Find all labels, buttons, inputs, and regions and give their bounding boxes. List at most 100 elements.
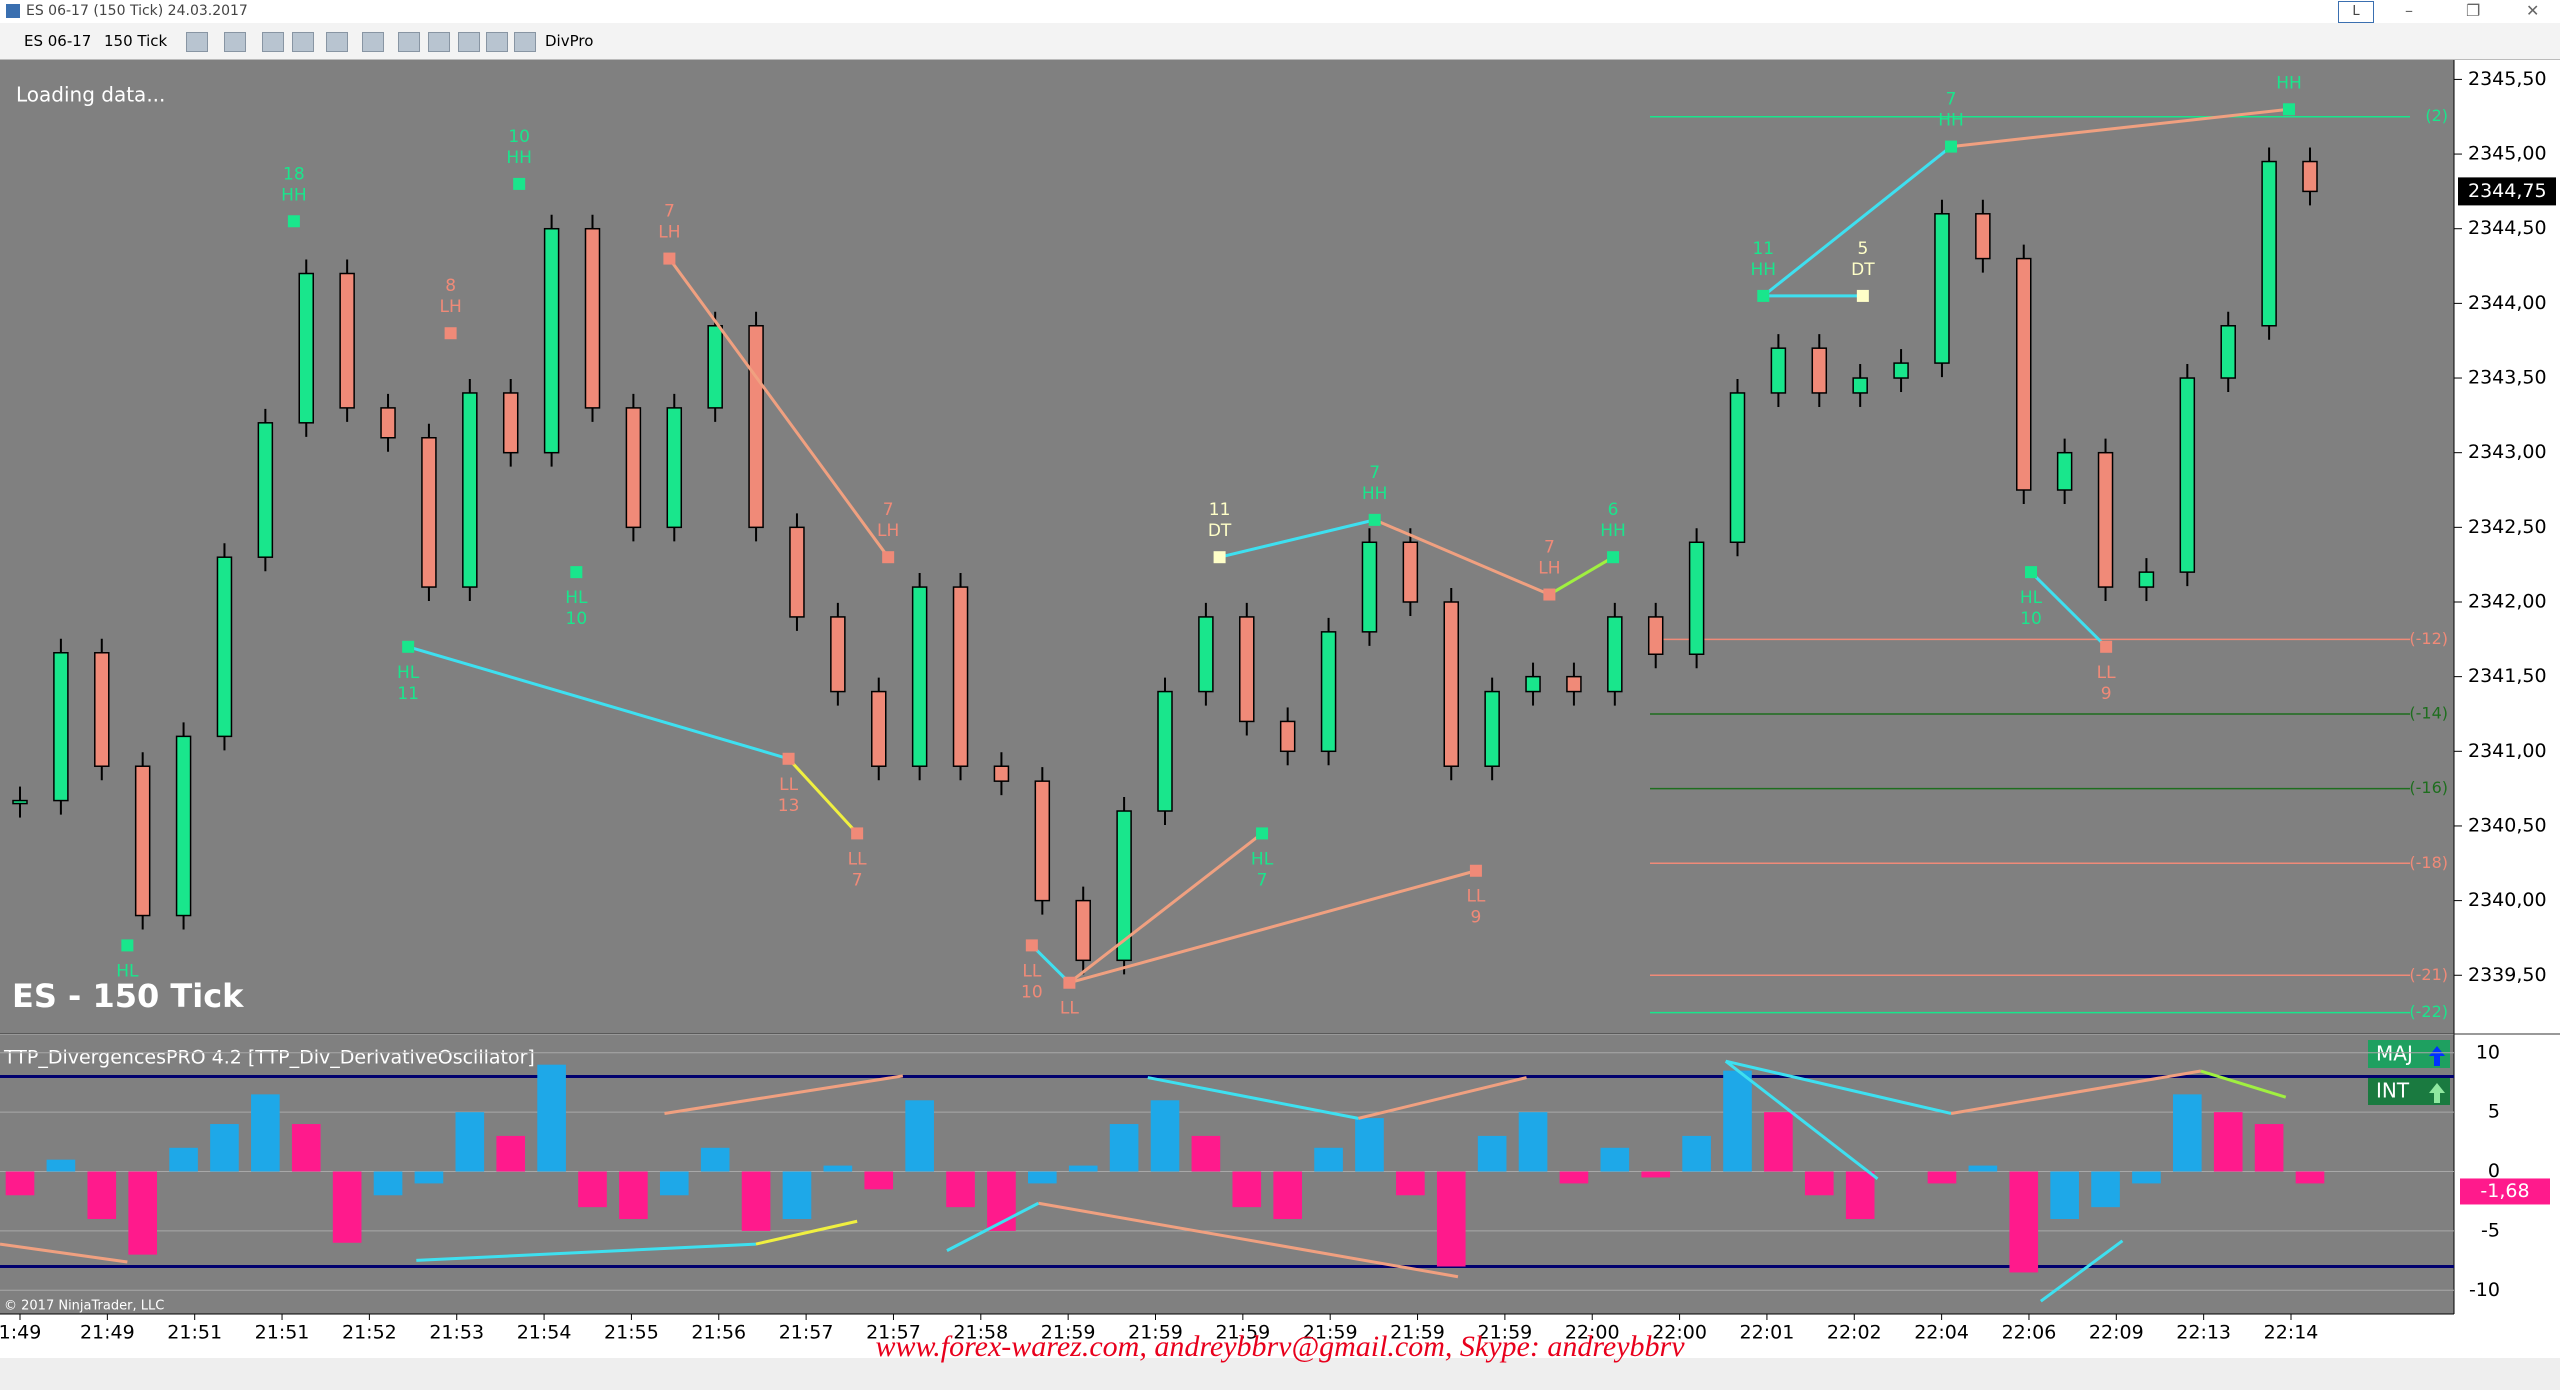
y-tick-label: 2343,00	[2468, 441, 2547, 463]
close[interactable]: ✕	[2526, 1, 2540, 20]
candle	[1852, 377, 1868, 394]
divergence-line	[946, 1201, 1040, 1252]
pivot-label: HH	[506, 148, 532, 168]
minimize[interactable]: –	[2405, 1, 2413, 20]
pivot-marker	[1945, 140, 1958, 153]
osc-bar	[1396, 1171, 1425, 1196]
tool-button[interactable]	[292, 32, 314, 52]
osc-bar	[905, 1100, 934, 1172]
osc-bar	[619, 1171, 648, 1220]
pivot-label: 10	[1021, 982, 1043, 1002]
x-tick-label: 22:09	[2089, 1322, 2144, 1344]
candle	[339, 272, 355, 409]
cursor-button[interactable]	[326, 32, 348, 52]
divpro-button[interactable]: DivPro	[545, 32, 594, 50]
candle	[584, 227, 601, 409]
pivot-marker	[1025, 939, 1038, 952]
pivot-marker	[121, 939, 134, 952]
maj-label: MAJ	[2376, 1042, 2413, 1066]
candle	[871, 690, 887, 767]
pivot-label: HH	[2276, 73, 2302, 93]
y-tick-label: 2341,50	[2468, 665, 2547, 687]
scrollbar[interactable]	[0, 1358, 2560, 1390]
candle	[2016, 257, 2032, 491]
y-tick-label: 2341,00	[2468, 740, 2547, 762]
osc-bar	[128, 1171, 157, 1255]
pivot-label: HL	[565, 588, 588, 608]
candle	[175, 735, 192, 917]
osc-bar	[251, 1094, 280, 1172]
osc-bar	[1150, 1100, 1180, 1172]
pivot-marker	[2282, 103, 2295, 116]
draw-button[interactable]	[224, 32, 246, 52]
candle	[12, 799, 28, 805]
osc-bar	[2254, 1124, 2284, 1172]
y-tick-label: 2342,00	[2468, 590, 2547, 612]
osc-bar	[1518, 1112, 1548, 1172]
x-tick-label: 21:59	[1303, 1322, 1358, 1344]
x-tick-label: 21:59	[1128, 1322, 1183, 1344]
zigzag-line	[1548, 555, 1614, 596]
x-tick-label: 22:06	[2002, 1322, 2057, 1344]
link-button[interactable]: L	[2338, 1, 2374, 23]
int-arrow	[2429, 1083, 2445, 1103]
pivot-label: LH	[439, 297, 461, 317]
bar-type-button[interactable]	[186, 32, 208, 52]
osc-bar	[1355, 1118, 1384, 1172]
pivot-marker	[570, 566, 583, 579]
strategy-button[interactable]	[514, 32, 536, 52]
level-label: (-12)	[2409, 629, 2448, 648]
pivot-marker	[1368, 513, 1381, 526]
maximize[interactable]: ❐	[2466, 1, 2481, 20]
candle	[2302, 160, 2318, 193]
zoom-button[interactable]	[362, 32, 384, 52]
osc-bar	[291, 1124, 321, 1172]
interval-selector[interactable]: 150 Tick	[104, 32, 168, 50]
candle	[666, 407, 683, 529]
osc-bar	[741, 1171, 771, 1231]
osc-bar	[1927, 1171, 1957, 1184]
candle	[421, 437, 437, 588]
osc-bar	[1273, 1171, 1302, 1220]
y-tick-label: 2342,50	[2468, 516, 2547, 538]
candle	[1770, 347, 1787, 394]
indicator-title: TTP_DivergencesPRO 4.2 [TTP_Div_Derivati…	[3, 1047, 535, 1069]
osc-bar	[373, 1171, 403, 1196]
candle	[2220, 325, 2236, 379]
candle	[1811, 347, 1828, 394]
layout-button[interactable]	[398, 32, 420, 52]
y-tick-label: 2340,00	[2468, 889, 2547, 911]
osc-bar	[2050, 1171, 2079, 1220]
x-tick-label: 21:59	[1478, 1322, 1533, 1344]
x-tick-label: 22:00	[1652, 1322, 1707, 1344]
osc-bar	[46, 1159, 76, 1172]
y-tick-label: 2344,00	[2468, 292, 2547, 314]
zigzag-line	[2029, 571, 2108, 648]
pivot-marker	[1543, 588, 1556, 601]
instrument-selector[interactable]: ES 06-17	[24, 32, 92, 50]
indicators-button[interactable]	[428, 32, 450, 52]
x-tick-label: 21:56	[691, 1322, 746, 1344]
osc-bar	[1314, 1147, 1343, 1172]
watermark: www.forex-warez.com, andreybbrv@gmail.co…	[875, 1330, 1685, 1363]
osc-current-box	[2460, 1178, 2550, 1205]
level-label: (-18)	[2409, 853, 2448, 872]
osc-bar	[1845, 1171, 1875, 1220]
copyright: © 2017 NinjaTrader, LLC	[4, 1299, 164, 1314]
instrument-label: ES - 150 Tick	[12, 977, 244, 1015]
title-bar: ES 06-17 (150 Tick) 24.03.2017 L – ❐ ✕	[0, 0, 2560, 23]
osc-tick-label: -10	[2469, 1279, 2500, 1301]
x-tick-label: 22:02	[1827, 1322, 1882, 1344]
marker-button[interactable]	[262, 32, 284, 52]
toolbar: ES 06-17 150 Tick DivPro	[0, 23, 2560, 60]
osc-bar	[537, 1064, 566, 1172]
x-tick-label: 21:59	[1041, 1322, 1096, 1344]
props-button[interactable]	[486, 32, 508, 52]
pivot-label: 7	[1257, 870, 1268, 890]
candle	[2179, 377, 2196, 573]
template-button[interactable]	[458, 32, 480, 52]
candle	[1893, 362, 1909, 379]
pivot-label: 8	[445, 276, 456, 296]
candle	[1198, 616, 1214, 693]
candle	[1402, 541, 1419, 603]
